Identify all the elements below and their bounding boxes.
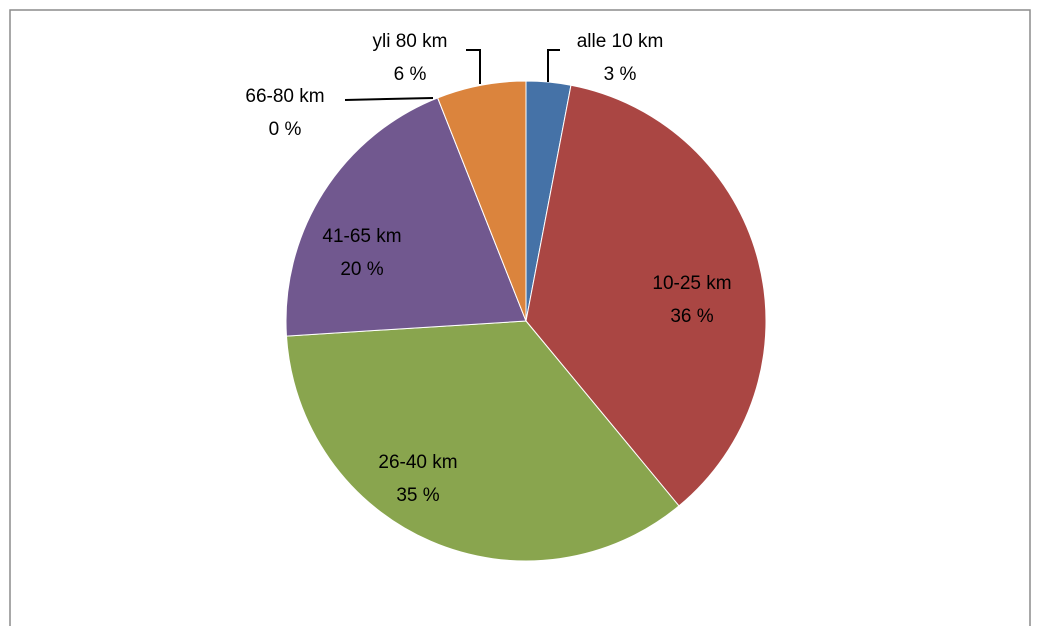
leader-line xyxy=(547,49,560,82)
pie-slice xyxy=(285,320,680,562)
slice-label: 41-65 km xyxy=(322,226,401,247)
leader-line xyxy=(344,97,434,101)
value-label: 0 % xyxy=(269,119,302,140)
slice-label: 26-40 km xyxy=(378,452,457,473)
pie-slice xyxy=(525,84,767,507)
slice-label: 10-25 km xyxy=(652,273,731,294)
value-label: 35 % xyxy=(396,485,439,506)
value-label: 6 % xyxy=(394,64,427,85)
chart-border xyxy=(9,9,1031,626)
pie-slice xyxy=(285,97,527,337)
value-label: 36 % xyxy=(670,306,713,327)
value-label: 3 % xyxy=(604,64,637,85)
pie-slice xyxy=(437,80,527,322)
slice-label: alle 10 km xyxy=(577,31,664,52)
leader-line xyxy=(466,49,481,84)
value-label: 20 % xyxy=(340,259,383,280)
slice-label: yli 80 km xyxy=(373,31,448,52)
slice-label: 66-80 km xyxy=(245,86,324,107)
